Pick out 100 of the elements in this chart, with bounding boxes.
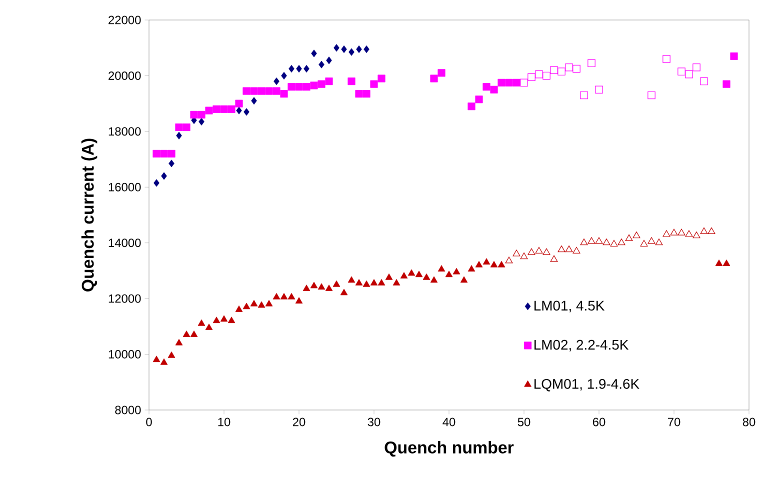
point <box>348 77 356 86</box>
point <box>430 276 438 283</box>
point <box>265 300 273 306</box>
point <box>160 358 168 365</box>
point <box>310 282 318 288</box>
point <box>565 63 573 72</box>
point <box>355 90 363 98</box>
point <box>670 228 678 236</box>
y-axis-title: Quench current (A) <box>81 138 98 292</box>
point <box>280 90 288 98</box>
legend-label: LM01, 4.5K <box>534 300 605 312</box>
point <box>430 74 438 82</box>
point <box>198 110 206 118</box>
point <box>572 64 580 73</box>
point <box>220 315 228 322</box>
point <box>198 118 204 126</box>
point <box>385 273 393 280</box>
point <box>378 74 386 82</box>
x-axis-title: Quench number <box>384 441 514 457</box>
point <box>602 238 610 246</box>
point <box>520 252 528 260</box>
x-tick-label: 80 <box>742 418 756 426</box>
point <box>182 123 190 132</box>
point <box>535 246 543 254</box>
point <box>265 87 273 95</box>
point <box>595 86 603 94</box>
point <box>550 255 558 262</box>
point <box>648 91 656 100</box>
point <box>325 284 333 292</box>
point <box>475 96 483 104</box>
point <box>490 260 498 268</box>
point <box>588 59 596 68</box>
point <box>258 301 266 308</box>
point <box>512 250 520 256</box>
point <box>318 283 326 290</box>
y-tick-label: 16000 <box>108 182 141 192</box>
point <box>512 78 520 86</box>
point <box>236 106 242 114</box>
x-tick-label: 20 <box>292 418 306 426</box>
point <box>678 228 686 236</box>
point <box>325 77 333 86</box>
point <box>655 238 663 246</box>
y-tick-label: 10000 <box>108 350 141 359</box>
point <box>310 82 318 90</box>
point <box>460 276 468 283</box>
point <box>528 73 536 81</box>
legend-label: LM02, 2.2-4.5K <box>534 340 629 352</box>
point <box>205 106 213 114</box>
point <box>168 150 176 158</box>
x-tick-label: 50 <box>518 418 530 426</box>
point <box>588 237 596 244</box>
point <box>302 284 310 292</box>
point <box>355 279 363 286</box>
point <box>580 91 588 100</box>
y-tick-label: 20000 <box>108 71 141 80</box>
point <box>348 48 354 56</box>
x-tick-label: 60 <box>592 418 606 426</box>
point <box>295 83 303 91</box>
point <box>468 265 476 272</box>
point <box>692 232 700 238</box>
point <box>274 77 280 86</box>
point <box>662 230 670 237</box>
point <box>700 77 708 86</box>
point <box>408 269 416 276</box>
point <box>362 280 370 287</box>
point <box>228 316 236 324</box>
y-tick-label: 8000 <box>115 406 141 414</box>
point <box>242 87 250 95</box>
point <box>244 108 250 116</box>
point <box>182 330 190 337</box>
point <box>168 351 176 358</box>
y-tick-label: 12000 <box>108 294 141 303</box>
point <box>326 56 332 64</box>
point <box>235 306 243 312</box>
point <box>356 45 362 54</box>
point <box>190 110 198 118</box>
point <box>468 102 476 110</box>
point <box>572 246 580 254</box>
point <box>730 52 738 60</box>
point <box>152 150 160 158</box>
point <box>415 270 423 278</box>
x-tick-label: 70 <box>668 418 680 426</box>
point <box>242 302 250 310</box>
point <box>438 265 446 272</box>
point <box>692 63 700 72</box>
point <box>520 78 528 87</box>
y-tick-label: 18000 <box>108 127 141 136</box>
point <box>296 64 302 73</box>
point <box>678 68 686 76</box>
point <box>175 338 183 346</box>
point <box>595 237 603 244</box>
point <box>198 319 206 326</box>
point <box>251 96 257 105</box>
point <box>700 227 708 234</box>
point <box>632 232 640 238</box>
point <box>618 238 626 246</box>
point <box>288 64 294 73</box>
point <box>228 105 236 113</box>
point <box>152 356 160 362</box>
point <box>281 72 287 80</box>
